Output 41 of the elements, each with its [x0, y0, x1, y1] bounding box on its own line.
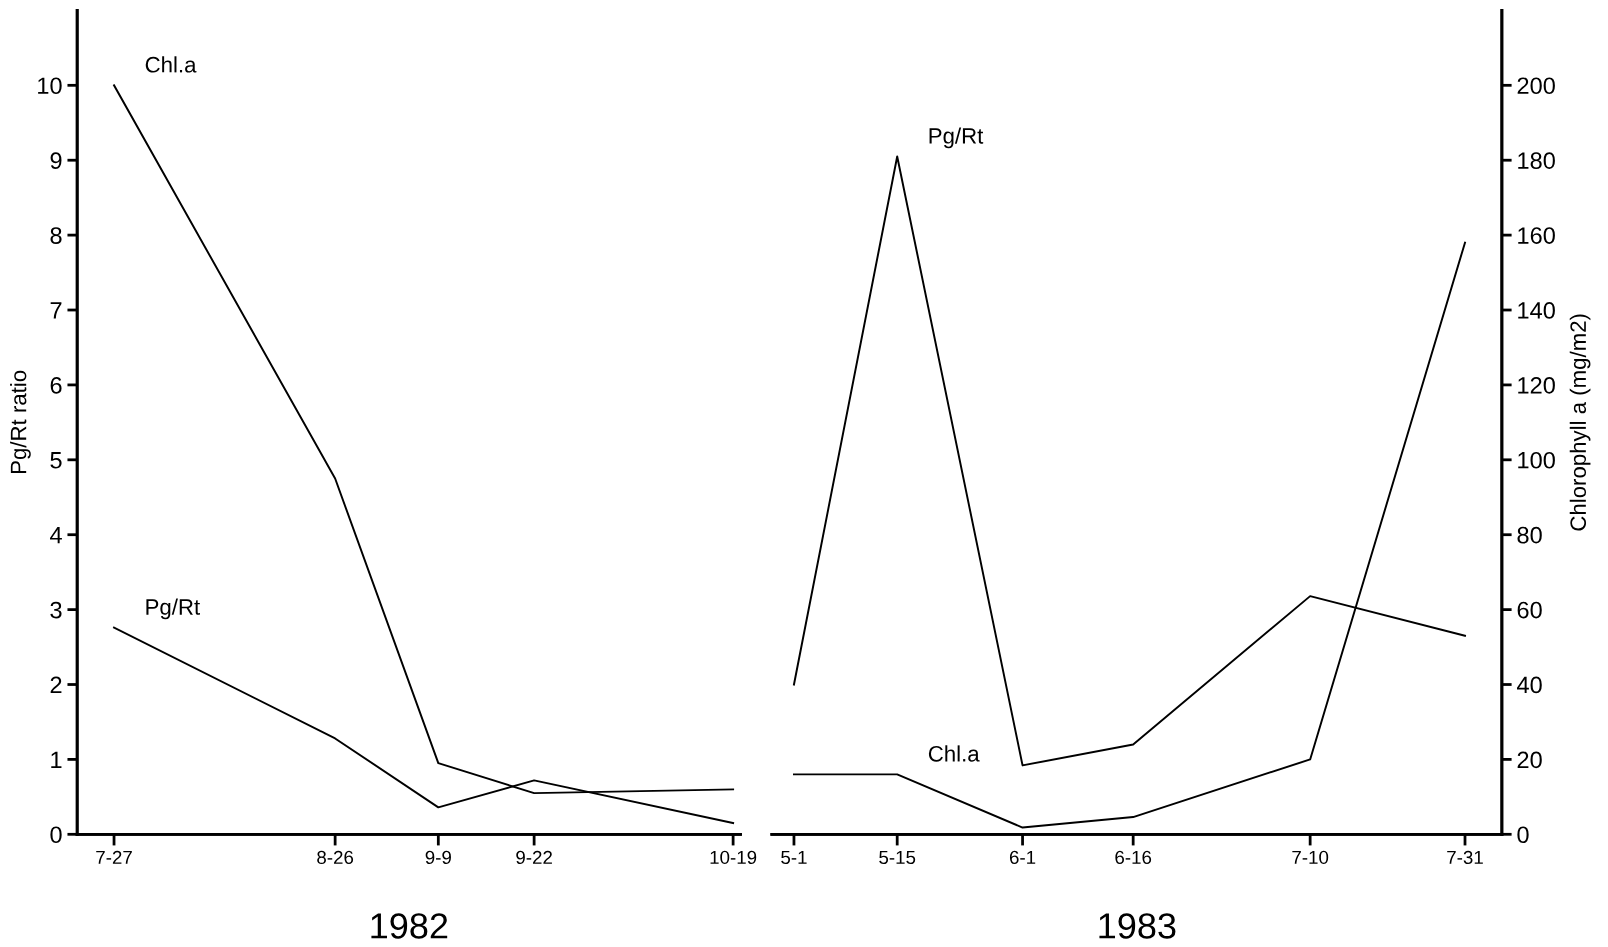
y-tick-label: 9 [50, 152, 62, 169]
y-tick-label: 5 [50, 452, 62, 469]
x-axis-title: 1982 [371, 913, 448, 939]
y2-tick-label: 40 [1517, 676, 1542, 694]
y2-tick-label: 0 [1517, 826, 1529, 844]
y-tick-label: 10 [38, 77, 62, 95]
y-tick-label: 3 [50, 601, 62, 619]
series-label: Chl.a [145, 56, 197, 73]
x-tick-label: 5-1 [781, 850, 807, 865]
y-tick-label: 6 [50, 376, 62, 394]
y2-tick-label: 20 [1517, 751, 1542, 769]
x-tick-label: 7-31 [1447, 850, 1483, 865]
y-tick-label: 1 [51, 751, 62, 768]
x-tick-label: 9-9 [425, 850, 451, 865]
y2-tick-label: 100 [1518, 451, 1555, 469]
y-tick-label: 0 [50, 826, 62, 844]
x-tick-label: 6-16 [1115, 850, 1152, 865]
y2-tick-label: 60 [1517, 601, 1542, 619]
y-tick-label: 8 [50, 227, 62, 244]
series-label: Pg/Rt [929, 127, 984, 149]
x-tick-label: 9-22 [516, 850, 552, 865]
series-label: Pg/Rt [146, 598, 200, 620]
x-tick-label: 7-10 [1292, 850, 1329, 865]
x-tick-label: 8-26 [317, 850, 354, 865]
y-tick-label: 7 [50, 302, 62, 319]
series-label: Chl.a [928, 745, 980, 762]
y-tick-label: 2 [50, 676, 62, 694]
y2-tick-label: 80 [1517, 526, 1542, 544]
y2-tick-label: 140 [1518, 302, 1555, 319]
x-axis-title: 1983 [1099, 913, 1176, 939]
x-tick-label: 7-27 [96, 850, 132, 864]
y2-tick-label: 180 [1518, 152, 1555, 169]
y2-axis-title: Chlorophyll a (mg/m2) [1569, 314, 1591, 531]
y-tick-label: 4 [50, 527, 62, 544]
y2-tick-label: 200 [1517, 77, 1555, 95]
y2-tick-label: 160 [1518, 227, 1555, 244]
x-tick-label: 10-19 [710, 850, 757, 865]
x-tick-label: 5-15 [879, 850, 916, 865]
x-tick-label: 6-1 [1009, 850, 1036, 865]
y2-tick-label: 120 [1518, 376, 1555, 394]
y-axis-title: Pg/Rt ratio [10, 370, 31, 474]
